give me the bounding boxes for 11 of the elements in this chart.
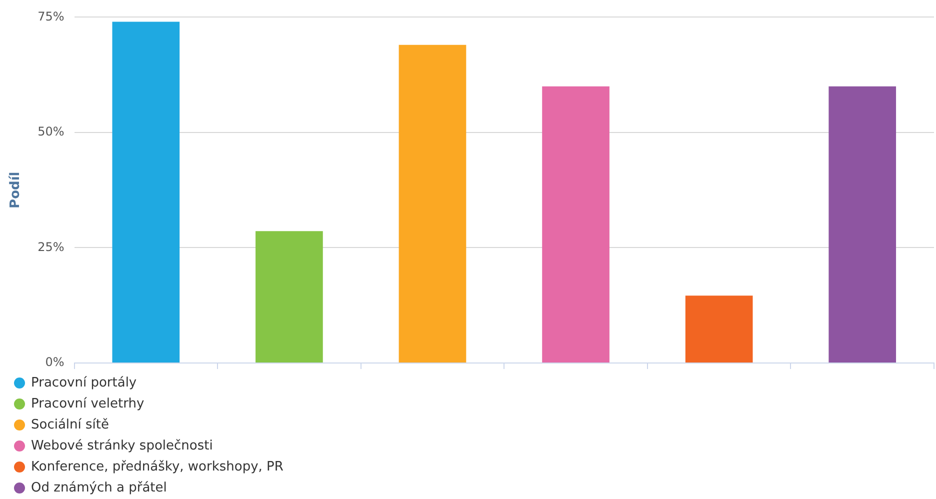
y-tick-label: 50%	[38, 124, 64, 139]
legend-label: Pracovní portály	[31, 375, 137, 390]
y-tick-label: 0%	[45, 355, 64, 370]
y-tick-label: 75%	[38, 9, 64, 24]
y-tick-label: 25%	[38, 240, 64, 254]
y-axis-title: Podíl	[8, 172, 24, 208]
legend-label: Konference, přednášky, workshopy, PR	[31, 459, 284, 474]
legend-label: Sociální sítě	[31, 417, 110, 432]
legend-label: Od známých a přátel	[31, 480, 167, 496]
legend-label: Webové stránky společnosti	[31, 438, 213, 454]
legend-label: Pracovní veletrhy	[31, 396, 144, 412]
